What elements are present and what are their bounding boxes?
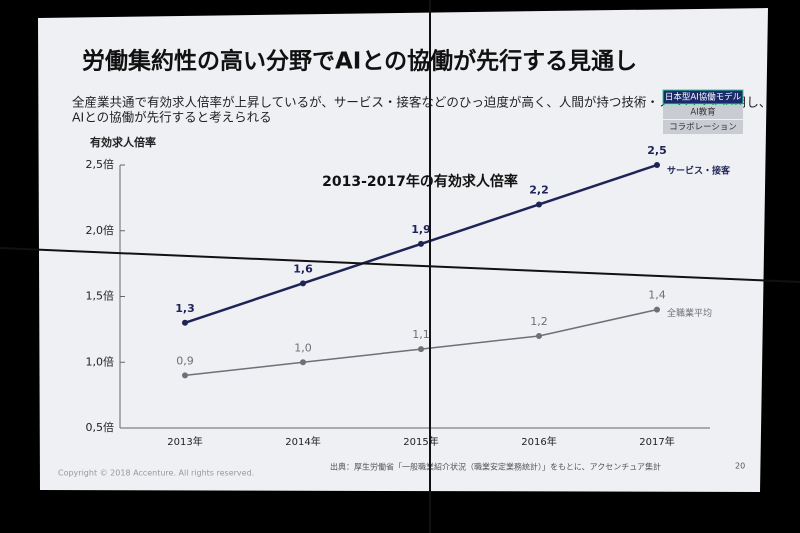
data-point (300, 280, 306, 287)
data-point (536, 201, 542, 208)
badge-box (662, 89, 744, 105)
value-label: 1,9 (411, 223, 431, 236)
data-point (182, 372, 188, 379)
data-point (654, 162, 660, 168)
value-label: 1,2 (530, 315, 548, 328)
series-name: 全職業平均 (667, 307, 712, 319)
value-label: 1,4 (648, 289, 666, 302)
badge-box (663, 105, 743, 119)
subtitle-line: AIとの協働が先行すると考えられる (72, 110, 272, 125)
value-label: 2,2 (529, 183, 549, 196)
value-label: 1,1 (412, 328, 430, 341)
value-label: 0,9 (176, 354, 194, 367)
page-number: 20 (735, 462, 745, 471)
y-axis-label: 有効求人倍率 (90, 135, 156, 149)
badge-box (663, 120, 743, 134)
slide-title: 労働集約性の高い分野でAIとの協働が先行する見通し (82, 48, 637, 75)
value-label: 1,0 (294, 341, 312, 354)
badge: AI教育 (690, 107, 715, 118)
badge: 日本型AI協働モデル (665, 92, 742, 103)
series-name: サービス・接客 (667, 165, 731, 177)
y-tick-label: 2,5倍 (86, 157, 115, 171)
copyright: Copyright © 2018 Accenture. All rights r… (58, 469, 254, 478)
source: 出典：厚生労働省「一般職業紹介状況（職業安定業務統計）」をもとに、アクセンチュア… (330, 462, 661, 472)
value-label: 2,5 (647, 144, 667, 157)
subtitle-line: 全産業共通で有効求人倍率が上昇しているが、サービス・接客などのひっ迫度が高く、人… (72, 95, 771, 110)
value-label: 1,6 (293, 262, 313, 275)
screen-seam (0, 247, 800, 283)
plot: 0,5倍 1,0倍 1,5倍 2,0倍 2,5倍 2013年 2014年 2015年 2016年… (86, 144, 732, 448)
value-label: 1,3 (175, 302, 195, 315)
chart-title: 2013-2017年の有効求人倍率 (322, 173, 518, 190)
badge: コラボレーション (669, 123, 737, 133)
data-point (182, 319, 188, 326)
y-tick-label: 0,5倍 (86, 420, 115, 434)
data-point (300, 359, 306, 366)
x-tick-label: 2017年 (639, 435, 674, 448)
y-tick-label: 1,5倍 (86, 289, 115, 303)
x-tick-label: 2014年 (285, 435, 320, 448)
data-point (536, 332, 542, 339)
data-point (418, 240, 424, 247)
y-tick-label: 1,0倍 (86, 354, 115, 368)
y-tick-label: 2,0倍 (86, 223, 115, 237)
data-point (418, 346, 424, 353)
x-tick-label: 2013年 (167, 435, 202, 448)
x-tick-label: 2015年 (403, 435, 438, 448)
x-tick-label: 2016年 (521, 435, 556, 448)
data-point (654, 306, 660, 313)
